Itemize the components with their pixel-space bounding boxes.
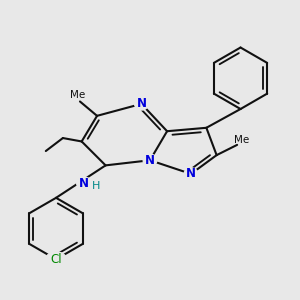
Text: Me: Me	[70, 90, 85, 100]
Ellipse shape	[46, 252, 66, 267]
Ellipse shape	[135, 98, 148, 110]
Text: H: H	[92, 181, 100, 191]
Text: N: N	[145, 154, 155, 167]
Text: N: N	[79, 177, 89, 190]
Ellipse shape	[143, 154, 157, 167]
Text: Cl: Cl	[50, 253, 62, 266]
Text: N: N	[136, 98, 146, 110]
Ellipse shape	[77, 177, 92, 190]
Ellipse shape	[184, 168, 198, 180]
Text: Me: Me	[234, 135, 249, 145]
Text: N: N	[186, 167, 196, 180]
